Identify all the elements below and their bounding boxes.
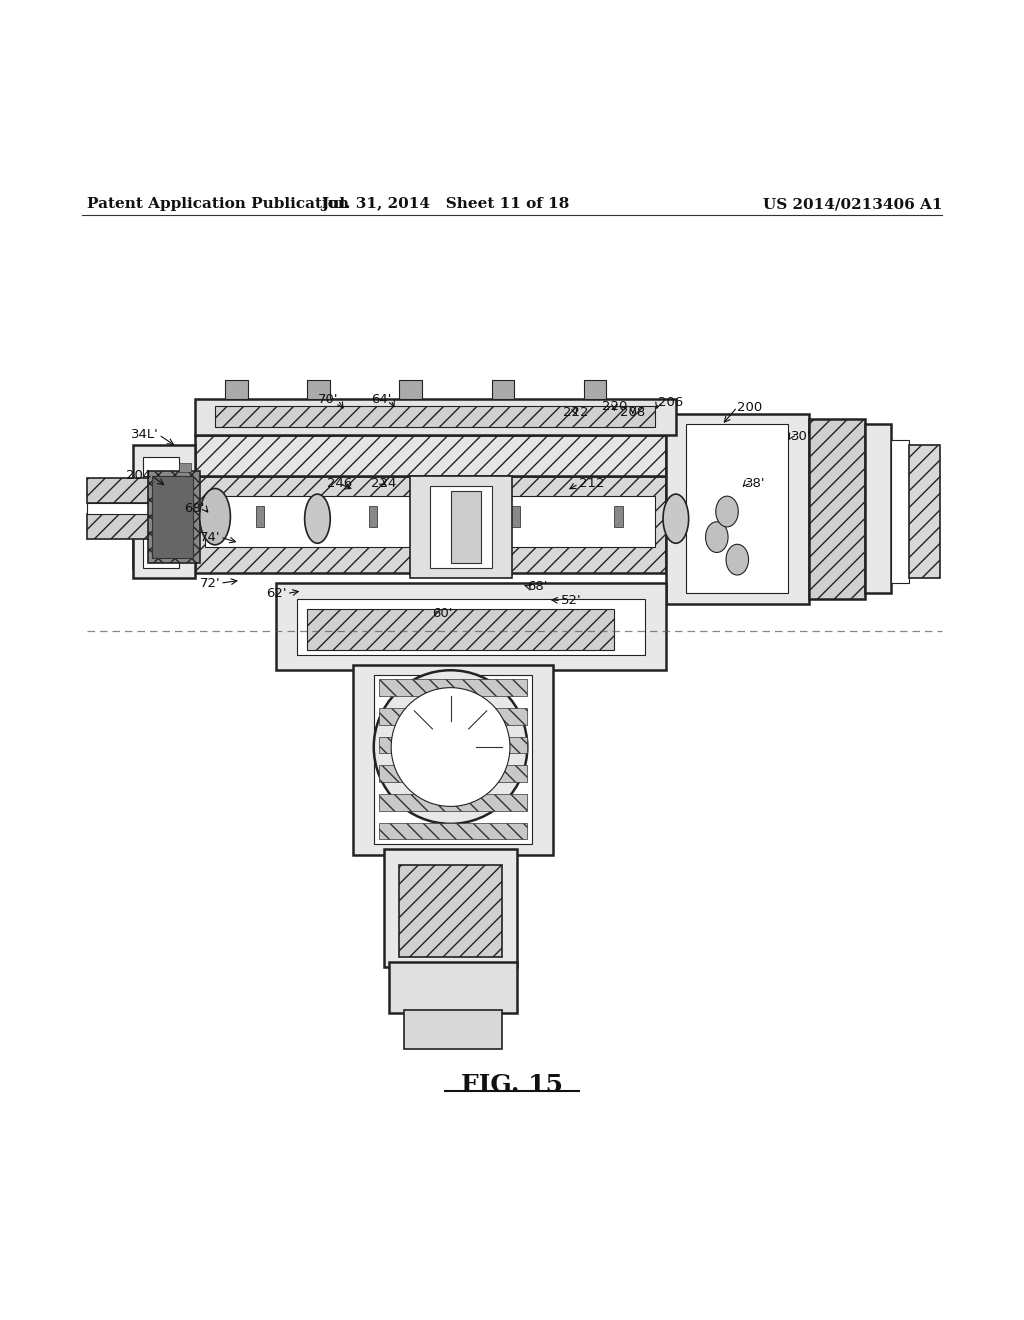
Bar — [143, 457, 179, 568]
Bar — [297, 598, 645, 655]
Bar — [179, 475, 191, 484]
Bar — [87, 513, 159, 539]
Bar — [430, 486, 492, 568]
Bar — [179, 549, 191, 557]
Text: 74': 74' — [200, 531, 220, 544]
Bar — [195, 399, 676, 434]
Text: 72': 72' — [200, 577, 220, 590]
Bar — [389, 962, 517, 1014]
Ellipse shape — [726, 544, 749, 576]
Bar — [369, 507, 377, 527]
Bar — [379, 737, 527, 754]
Text: 62': 62' — [266, 587, 287, 599]
Bar — [399, 380, 422, 399]
Bar — [195, 475, 666, 573]
Bar — [179, 525, 191, 533]
Text: Patent Application Publication: Patent Application Publication — [87, 197, 349, 211]
Circle shape — [374, 671, 527, 824]
Bar — [666, 414, 809, 603]
Bar — [179, 488, 191, 496]
Bar — [179, 500, 191, 508]
Bar — [152, 475, 193, 557]
Bar — [353, 665, 553, 854]
Bar — [307, 380, 330, 399]
Bar — [384, 850, 517, 968]
Bar — [225, 380, 248, 399]
Bar — [584, 380, 606, 399]
Bar — [87, 478, 159, 503]
Bar — [374, 676, 532, 845]
Bar — [87, 503, 159, 513]
Bar — [179, 512, 191, 520]
Bar — [865, 425, 891, 594]
Text: Jul. 31, 2014   Sheet 11 of 18: Jul. 31, 2014 Sheet 11 of 18 — [322, 197, 569, 211]
Bar — [435, 544, 445, 553]
Bar — [379, 766, 527, 781]
Bar — [379, 822, 527, 840]
Bar — [410, 475, 512, 578]
Bar — [215, 407, 655, 426]
Bar — [492, 380, 514, 399]
Text: 212: 212 — [579, 478, 604, 490]
Text: US 2014/0213406 A1: US 2014/0213406 A1 — [763, 197, 942, 211]
Bar — [133, 445, 195, 578]
Bar — [148, 470, 200, 562]
Bar — [256, 507, 264, 527]
Ellipse shape — [706, 521, 728, 553]
Bar — [379, 795, 527, 810]
Text: 208: 208 — [621, 405, 645, 418]
Text: 246: 246 — [328, 478, 352, 490]
Bar — [451, 491, 481, 562]
Circle shape — [391, 688, 510, 807]
Text: 206: 206 — [658, 396, 684, 409]
Bar — [307, 609, 614, 649]
Text: 52': 52' — [561, 594, 582, 607]
Bar — [435, 490, 445, 499]
Text: 60': 60' — [432, 607, 453, 620]
Bar — [379, 708, 527, 725]
Bar — [809, 420, 865, 598]
Bar — [179, 537, 191, 545]
Bar — [179, 463, 191, 471]
Text: 204: 204 — [126, 469, 152, 482]
Bar — [404, 1010, 502, 1049]
Bar — [435, 529, 445, 539]
Bar — [686, 425, 788, 594]
Bar — [399, 865, 502, 957]
Ellipse shape — [716, 496, 738, 527]
Bar — [195, 434, 666, 475]
Bar — [435, 503, 445, 512]
Bar — [891, 440, 909, 583]
Bar — [276, 583, 666, 671]
Text: 30': 30' — [791, 430, 811, 444]
Bar — [435, 516, 445, 525]
Ellipse shape — [664, 494, 688, 544]
Bar — [205, 496, 655, 548]
Bar — [512, 507, 520, 527]
Ellipse shape — [200, 488, 230, 545]
Text: 68': 68' — [527, 579, 548, 593]
Text: 38': 38' — [745, 478, 766, 490]
Text: 200: 200 — [737, 400, 763, 413]
Bar — [614, 507, 623, 527]
Text: 68': 68' — [184, 502, 205, 515]
Text: 224: 224 — [372, 478, 396, 490]
Bar — [133, 475, 215, 507]
Bar — [133, 507, 215, 568]
Text: FIG. 15: FIG. 15 — [461, 1073, 563, 1097]
Text: 70': 70' — [317, 393, 338, 407]
Bar — [909, 445, 940, 578]
Text: 222: 222 — [563, 405, 588, 418]
Text: 64': 64' — [371, 393, 391, 407]
Text: 34L': 34L' — [131, 428, 159, 441]
Bar — [379, 680, 527, 696]
Text: 220: 220 — [602, 400, 627, 413]
Ellipse shape — [305, 494, 330, 544]
